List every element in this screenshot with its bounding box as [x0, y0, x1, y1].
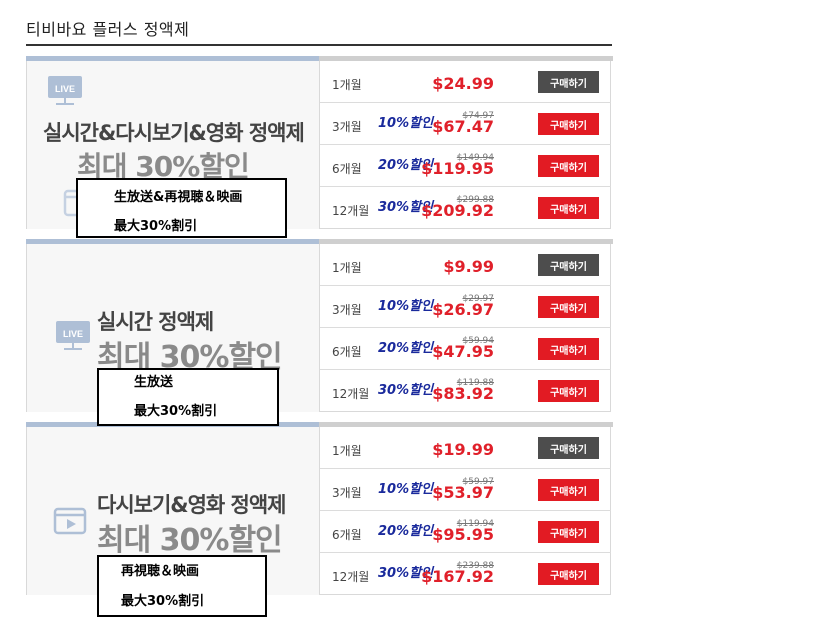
period-label: 6개월	[332, 528, 362, 542]
price: $67.47	[432, 117, 494, 136]
buy-button[interactable]: 구매하기	[538, 479, 599, 501]
period-label: 1개월	[332, 78, 362, 92]
price: $19.99	[432, 440, 494, 459]
live-tv-icon: LIVE	[55, 320, 91, 356]
period-label: 12개월	[332, 204, 370, 218]
original-price: $59.97	[462, 477, 495, 487]
discount-badge: 30%할인	[378, 566, 434, 581]
plan-banner: 다시보기&영화 정액제 최대 30%할인	[27, 427, 319, 595]
price: $119.95	[421, 159, 494, 178]
overlay-line-1: 生放送	[134, 375, 174, 390]
live-icon-label: LIVE	[63, 329, 83, 339]
overlay-line-2: 最大30%割引	[114, 219, 198, 234]
original-price: $119.88	[456, 378, 494, 388]
price-table: 1개월 $19.99 구매하기 3개월 10%할인 $59.97 $53.97 …	[320, 427, 611, 595]
plan-card-all: LIVE 실시간&다시보기&영화 정액제 최대 30%할인 1개월 $24.99…	[26, 56, 613, 229]
translation-overlay: 生放送&再視聴＆映画 最大30%割引	[76, 178, 287, 238]
original-price: $29.97	[462, 294, 495, 304]
price: $24.99	[432, 74, 494, 93]
plan-accent-bar	[26, 56, 319, 61]
overlay-line-1: 再視聴＆映画	[121, 564, 200, 579]
discount-badge: 20%할인	[378, 158, 434, 173]
buy-button[interactable]: 구매하기	[538, 155, 599, 177]
table-row: 12개월 30%할인 $119.88 $83.92 구매하기	[320, 370, 611, 412]
buy-button[interactable]: 구매하기	[538, 113, 599, 135]
table-row: 3개월 10%할인 $74.97 $67.47 구매하기	[320, 103, 611, 145]
table-row: 12개월 30%할인 $239.88 $167.92 구매하기	[320, 553, 611, 595]
table-row: 6개월 20%할인 $119.94 $95.95 구매하기	[320, 511, 611, 553]
period-label: 6개월	[332, 345, 362, 359]
price: $95.95	[432, 525, 494, 544]
buy-button[interactable]: 구매하기	[538, 296, 599, 318]
overlay-line-2: 最大30%割引	[121, 594, 205, 609]
price: $209.92	[421, 201, 494, 220]
translation-overlay: 再視聴＆映画 最大30%割引	[97, 555, 267, 617]
price: $26.97	[432, 300, 494, 319]
table-row: 6개월 20%할인 $59.94 $47.95 구매하기	[320, 328, 611, 370]
original-price: $74.97	[462, 111, 495, 121]
period-label: 1개월	[332, 444, 362, 458]
original-price: $119.94	[456, 519, 494, 529]
plan-banner: LIVE 실시간&다시보기&영화 정액제 최대 30%할인	[27, 61, 319, 229]
discount-badge: 10%할인	[378, 299, 434, 314]
price: $167.92	[421, 567, 494, 586]
overlay-line-2: 最大30%割引	[134, 404, 218, 419]
plan-headline: 다시보기&영화 정액제	[97, 493, 287, 517]
price: $9.99	[443, 257, 494, 276]
plan-table-bar	[319, 422, 613, 427]
buy-button[interactable]: 구매하기	[538, 71, 599, 93]
table-row: 1개월 $9.99 구매하기	[320, 244, 611, 286]
discount-badge: 10%할인	[378, 482, 434, 497]
price: $47.95	[432, 342, 494, 361]
buy-button[interactable]: 구매하기	[538, 338, 599, 360]
period-label: 3개월	[332, 303, 362, 317]
price-table: 1개월 $9.99 구매하기 3개월 10%할인 $29.97 $26.97 구…	[320, 244, 611, 412]
plan-accent-bar	[26, 239, 319, 244]
period-label: 6개월	[332, 162, 362, 176]
plan-table-bar	[319, 239, 613, 244]
original-price: $149.94	[456, 153, 494, 163]
title-divider	[26, 44, 612, 46]
overlay-line-1: 生放送&再視聴＆映画	[114, 190, 243, 205]
table-row: 1개월 $19.99 구매하기	[320, 427, 611, 469]
original-price: $59.94	[462, 336, 495, 346]
period-label: 3개월	[332, 486, 362, 500]
video-play-icon	[53, 503, 91, 541]
buy-button[interactable]: 구매하기	[538, 563, 599, 585]
translation-overlay: 生放送 最大30%割引	[97, 368, 279, 426]
table-row: 12개월 30%할인 $299.88 $209.92 구매하기	[320, 187, 611, 229]
table-row: 3개월 10%할인 $59.97 $53.97 구매하기	[320, 469, 611, 511]
discount-badge: 20%할인	[378, 341, 434, 356]
table-row: 1개월 $24.99 구매하기	[320, 61, 611, 103]
price: $53.97	[432, 483, 494, 502]
discount-badge: 30%할인	[378, 383, 434, 398]
original-price: $299.88	[456, 195, 494, 205]
table-row: 6개월 20%할인 $149.94 $119.95 구매하기	[320, 145, 611, 187]
price-table: 1개월 $24.99 구매하기 3개월 10%할인 $74.97 $67.47 …	[320, 61, 611, 229]
buy-button[interactable]: 구매하기	[538, 380, 599, 402]
plan-headline: 실시간&다시보기&영화 정액제	[43, 121, 305, 145]
table-row: 3개월 10%할인 $29.97 $26.97 구매하기	[320, 286, 611, 328]
period-label: 1개월	[332, 261, 362, 275]
live-icon-label: LIVE	[55, 84, 75, 94]
period-label: 12개월	[332, 387, 370, 401]
buy-button[interactable]: 구매하기	[538, 521, 599, 543]
discount-badge: 10%할인	[378, 116, 434, 131]
live-tv-icon: LIVE	[47, 75, 83, 111]
period-label: 12개월	[332, 570, 370, 584]
buy-button[interactable]: 구매하기	[538, 254, 599, 276]
price: $83.92	[432, 384, 494, 403]
buy-button[interactable]: 구매하기	[538, 437, 599, 459]
discount-badge: 20%할인	[378, 524, 434, 539]
plan-headline: 실시간 정액제	[97, 310, 214, 334]
period-label: 3개월	[332, 120, 362, 134]
original-price: $239.88	[456, 561, 494, 571]
plan-table-bar	[319, 56, 613, 61]
buy-button[interactable]: 구매하기	[538, 197, 599, 219]
page-title: 티비바요 플러스 정액제	[26, 20, 190, 39]
plan-subline: 최대 30%할인	[77, 150, 250, 183]
plan-subline: 최대 30%할인	[97, 523, 283, 558]
discount-badge: 30%할인	[378, 200, 434, 215]
